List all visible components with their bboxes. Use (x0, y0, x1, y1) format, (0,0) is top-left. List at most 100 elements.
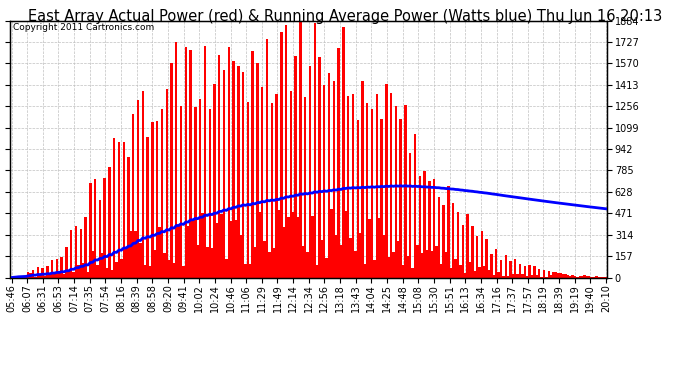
Bar (187, 226, 189, 278)
Bar (349, 238, 352, 278)
Bar (526, 276, 529, 278)
Bar (39, 275, 41, 278)
Bar (66, 247, 68, 278)
Bar (557, 273, 560, 278)
Bar (473, 270, 476, 278)
Bar (97, 265, 99, 278)
Bar (595, 276, 598, 278)
Bar (383, 235, 385, 278)
Bar (440, 264, 442, 278)
Bar (578, 276, 581, 278)
Bar (333, 81, 335, 278)
Bar (180, 106, 182, 278)
Bar (493, 275, 495, 278)
Bar (239, 235, 242, 278)
Bar (185, 47, 187, 278)
Bar (306, 252, 309, 278)
Bar (132, 114, 135, 278)
Bar (192, 221, 194, 278)
Bar (268, 252, 270, 278)
Bar (199, 99, 201, 278)
Bar (259, 212, 261, 278)
Bar (206, 247, 208, 278)
Bar (452, 202, 455, 278)
Bar (524, 266, 526, 278)
Bar (161, 110, 163, 278)
Bar (488, 270, 490, 278)
Bar (428, 181, 431, 278)
Bar (72, 272, 75, 278)
Bar (146, 137, 149, 278)
Bar (588, 276, 591, 278)
Bar (87, 272, 89, 278)
Bar (304, 97, 306, 278)
Bar (497, 272, 500, 278)
Bar (402, 265, 404, 278)
Bar (266, 39, 268, 278)
Bar (218, 55, 220, 278)
Bar (287, 217, 290, 278)
Bar (540, 277, 543, 278)
Bar (280, 32, 282, 278)
Bar (569, 276, 571, 278)
Bar (108, 168, 110, 278)
Bar (600, 277, 602, 278)
Bar (313, 23, 316, 278)
Bar (371, 110, 373, 278)
Bar (15, 276, 17, 278)
Bar (373, 260, 375, 278)
Bar (538, 269, 540, 278)
Bar (82, 263, 84, 278)
Bar (385, 84, 388, 278)
Bar (406, 256, 409, 278)
Bar (278, 210, 280, 278)
Bar (244, 264, 247, 278)
Bar (364, 264, 366, 278)
Bar (197, 244, 199, 278)
Bar (543, 270, 545, 278)
Bar (593, 277, 595, 278)
Bar (521, 274, 524, 278)
Bar (342, 27, 344, 278)
Bar (550, 275, 552, 278)
Bar (464, 273, 466, 278)
Bar (311, 216, 313, 278)
Text: East Array Actual Power (red) & Running Average Power (Watts blue) Thu Jun 16 20: East Array Actual Power (red) & Running … (28, 9, 662, 24)
Bar (321, 240, 323, 278)
Bar (576, 277, 578, 278)
Bar (20, 276, 22, 278)
Bar (455, 259, 457, 278)
Bar (177, 225, 180, 278)
Bar (141, 91, 144, 278)
Bar (362, 81, 364, 278)
Bar (347, 96, 349, 278)
Bar (48, 275, 51, 278)
Bar (459, 265, 462, 278)
Bar (89, 183, 92, 278)
Bar (292, 211, 295, 278)
Bar (172, 263, 175, 278)
Bar (68, 271, 70, 278)
Bar (581, 276, 583, 278)
Bar (137, 100, 139, 278)
Bar (101, 254, 104, 278)
Bar (216, 224, 218, 278)
Bar (375, 94, 378, 278)
Bar (368, 219, 371, 278)
Bar (500, 260, 502, 278)
Bar (149, 266, 151, 278)
Bar (53, 274, 56, 278)
Bar (94, 179, 97, 278)
Bar (504, 255, 507, 278)
Bar (591, 277, 593, 278)
Bar (99, 200, 101, 278)
Bar (194, 107, 197, 278)
Bar (337, 48, 339, 278)
Bar (397, 241, 400, 278)
Bar (299, 21, 302, 278)
Bar (290, 91, 292, 278)
Bar (447, 186, 450, 278)
Bar (357, 120, 359, 278)
Bar (270, 103, 273, 278)
Bar (256, 63, 259, 278)
